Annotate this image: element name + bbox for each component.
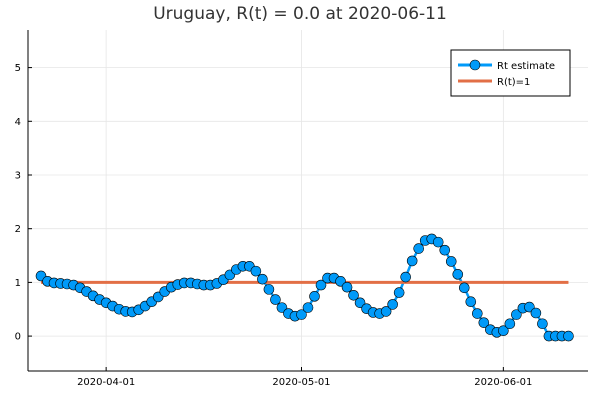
y-tick-label: 5	[15, 63, 21, 74]
rt-point	[348, 289, 359, 301]
rt-point	[432, 236, 444, 248]
rt-point	[439, 244, 451, 256]
rt-point	[413, 243, 424, 254]
x-tick-label: 2020-04-01	[77, 377, 135, 388]
rt-point	[498, 325, 509, 337]
y-tick-label: 4	[15, 117, 21, 128]
rt-point	[302, 302, 314, 313]
rt-point	[270, 294, 281, 305]
legend-rt-marker	[469, 59, 481, 71]
legend-rt-label: Rt estimate	[497, 61, 555, 72]
y-tick-label: 1	[15, 278, 21, 289]
ticks: 0 1 2 3 4 5 2020-04-01 2020-05-01 2020-06-01	[15, 63, 533, 388]
rt-point	[257, 273, 268, 285]
rt-point	[400, 271, 411, 283]
axes	[27, 30, 588, 372]
rt-point	[309, 291, 320, 302]
rt-point	[393, 287, 405, 298]
rt-point	[504, 318, 516, 330]
y-tick-label: 0	[15, 332, 21, 343]
series-points	[35, 233, 574, 342]
y-tick-label: 3	[15, 170, 21, 181]
rt-point	[452, 269, 464, 280]
rt-point	[406, 255, 418, 267]
rt-point	[472, 308, 483, 319]
rt-point	[380, 306, 392, 317]
legend-threshold-label: R(t)=1	[497, 77, 530, 88]
rt-point	[530, 307, 542, 319]
rt-point	[563, 330, 574, 342]
legend-box	[450, 49, 571, 97]
legend: Rt estimate R(t)=1	[450, 49, 571, 97]
x-tick-label: 2020-05-01	[272, 377, 330, 388]
rt-point	[341, 281, 353, 293]
rt-point	[445, 256, 457, 267]
rt-point	[250, 265, 262, 277]
x-tick-label: 2020-06-01	[474, 377, 532, 388]
rt-point	[511, 309, 522, 320]
rt-point	[465, 296, 477, 308]
rt-point	[537, 318, 548, 330]
rt-point	[296, 309, 307, 320]
rt-point	[387, 299, 398, 310]
rt-point	[263, 284, 275, 295]
rt-point	[478, 317, 490, 328]
y-tick-label: 2	[15, 224, 21, 235]
chart-title: Uruguay, R(t) = 0.0 at 2020-06-11	[153, 4, 447, 24]
rt-point	[458, 282, 470, 294]
rt-point	[315, 279, 327, 291]
